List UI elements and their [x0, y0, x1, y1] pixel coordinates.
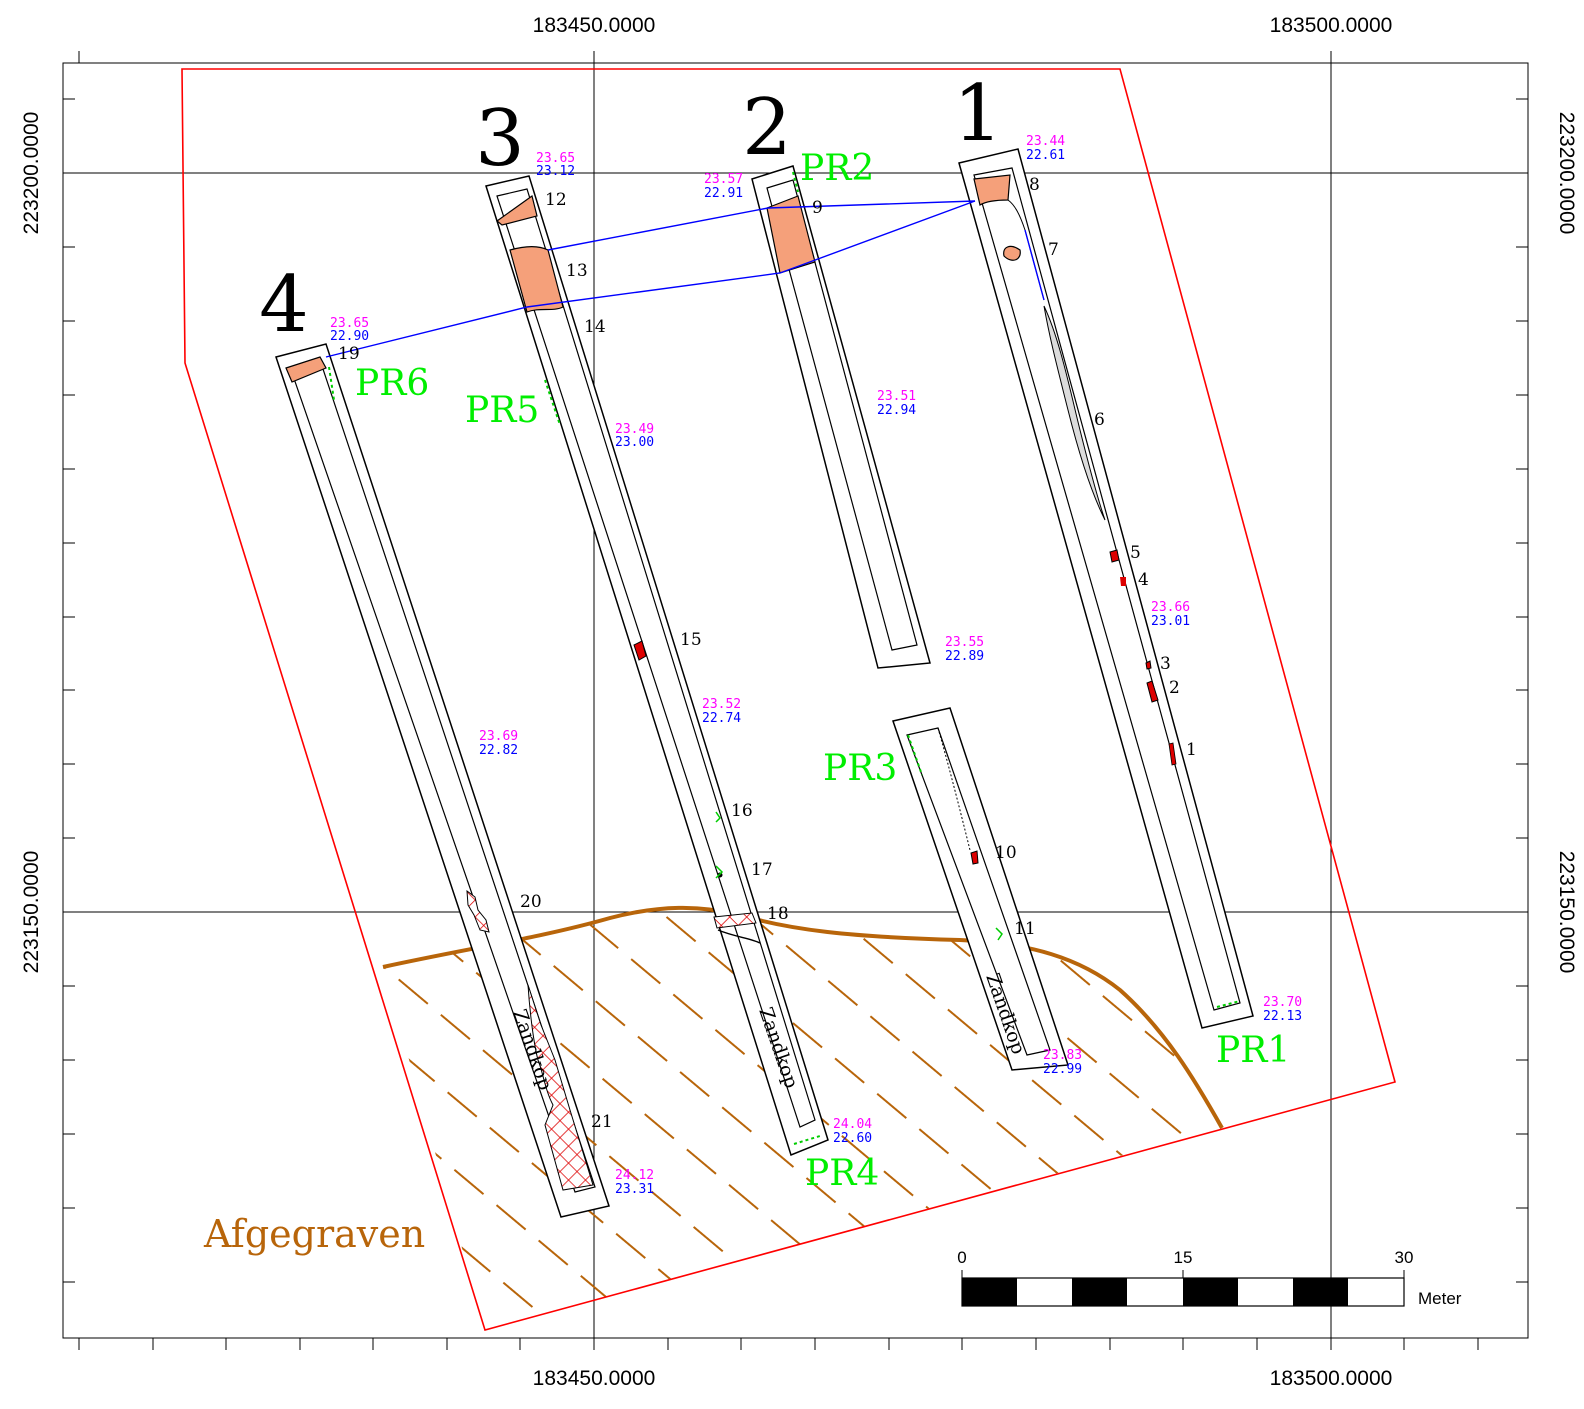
elev-bottom: 22.90: [330, 329, 369, 344]
feature-2: 2: [1169, 678, 1180, 698]
elev-top: 24.12: [615, 1168, 654, 1183]
profile-connectors: [325, 200, 1045, 358]
excavated-label: Afgegraven: [203, 1212, 425, 1256]
elev-bottom: 22.94: [877, 403, 916, 418]
feature-17: 17: [751, 860, 773, 880]
x-label-top-2: 183500.0000: [1270, 14, 1393, 37]
x-label-bottom-2: 183500.0000: [1270, 1367, 1393, 1390]
feature-1: 1: [1186, 740, 1197, 760]
feature-15: 15: [680, 630, 702, 650]
y-label-right-1: 223200.0000: [1555, 112, 1578, 235]
feature-6: 6: [1094, 410, 1105, 430]
scale-tick-30: 30: [1395, 1248, 1414, 1267]
elev-top: 23.65: [536, 151, 575, 166]
feature-3: 3: [1160, 654, 1171, 674]
trench-label-2: 2: [742, 83, 792, 173]
profile-label-pr6: PR6: [355, 363, 429, 404]
feature-14: 14: [584, 317, 606, 337]
profile-label-pr2: PR2: [800, 148, 874, 189]
elev-top: 23.44: [1026, 134, 1065, 149]
elev-top: 23.57: [704, 172, 743, 187]
elev-top: 23.66: [1151, 600, 1190, 615]
frame-ticks: [63, 51, 1528, 1350]
elevation-labels: 23.44 22.61 23.65 23.12 23.57 22.91 23.6…: [330, 134, 1302, 1197]
excavation-edge: [382, 905, 1224, 1129]
feature-10: 10: [995, 843, 1017, 863]
y-label-right-2: 223150.0000: [1555, 851, 1578, 974]
feature-13: 13: [566, 261, 588, 281]
elev-bottom: 22.91: [704, 186, 743, 201]
elev-bottom: 22.89: [945, 649, 984, 664]
feature-8: 8: [1029, 175, 1040, 195]
y-label-left-2: 223150.0000: [20, 851, 43, 974]
scale-tick-0: 0: [957, 1248, 966, 1267]
elev-top: 23.70: [1263, 995, 1302, 1010]
scale-bar: 0 15 30 Meter: [957, 1248, 1462, 1308]
feature-7: 7: [1048, 240, 1059, 260]
elev-top: 23.83: [1043, 1048, 1082, 1063]
feature-numbers: 1 2 3 4 5 6 7 8 9 10 11 12 13 14 15 16 1…: [338, 175, 1197, 1132]
elev-bottom: 23.12: [536, 164, 575, 179]
profile-label-pr3: PR3: [823, 748, 897, 789]
trench-1: [958, 148, 1254, 1029]
feature-12: 12: [545, 190, 567, 210]
feature-4: 4: [1138, 570, 1149, 590]
y-label-left-1: 223200.0000: [20, 112, 43, 235]
feature-21: 21: [591, 1112, 613, 1132]
scale-unit: Meter: [1418, 1289, 1462, 1308]
elev-top: 24.04: [833, 1117, 872, 1132]
elev-top: 23.55: [945, 635, 984, 650]
profile-label-pr4: PR4: [805, 1153, 879, 1194]
elev-bottom: 23.00: [615, 435, 654, 450]
feature-18: 18: [767, 904, 789, 924]
scale-tick-15: 15: [1174, 1248, 1193, 1267]
trench-3: [485, 175, 829, 1157]
profile-label-pr5: PR5: [465, 390, 539, 431]
trench-pr3: [892, 707, 1070, 1071]
elev-top: 23.49: [615, 422, 654, 437]
trench-label-4: 4: [259, 260, 309, 350]
elev-bottom: 22.61: [1026, 148, 1065, 163]
elev-bottom: 23.01: [1151, 614, 1190, 629]
map-frame: [62, 62, 1529, 1339]
site-boundary: [181, 68, 1396, 1331]
elev-top: 23.65: [330, 316, 369, 331]
x-label-bottom-1: 183450.0000: [533, 1367, 656, 1390]
feature-20: 20: [520, 892, 542, 912]
feature-16: 16: [731, 801, 753, 821]
elev-bottom: 22.82: [479, 743, 518, 758]
profile-label-pr1: PR1: [1216, 1030, 1290, 1071]
trench-4: [275, 343, 610, 1218]
feature-11: 11: [1014, 919, 1036, 939]
feature-19: 19: [338, 344, 360, 364]
elev-bottom: 22.13: [1263, 1009, 1302, 1024]
trench-label-1: 1: [953, 69, 1003, 159]
feature-9: 9: [812, 198, 823, 218]
x-label-top-1: 183450.0000: [533, 14, 656, 37]
elev-top: 23.51: [877, 389, 916, 404]
elev-bottom: 22.99: [1043, 1062, 1082, 1077]
elev-bottom: 22.74: [702, 711, 741, 726]
feature-5: 5: [1130, 543, 1141, 563]
trench-2: [751, 165, 931, 669]
trench-label-3: 3: [475, 94, 525, 184]
elev-bottom: 22.60: [833, 1131, 872, 1146]
elev-top: 23.52: [702, 697, 741, 712]
elev-bottom: 23.31: [615, 1182, 654, 1197]
elev-top: 23.69: [479, 729, 518, 744]
